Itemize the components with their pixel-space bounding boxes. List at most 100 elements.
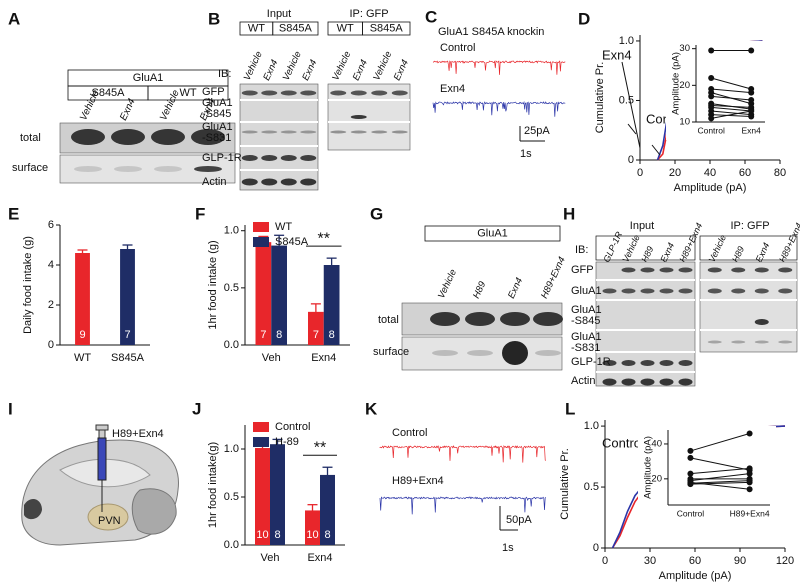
trace [432, 60, 566, 75]
legend-swatch [253, 222, 269, 232]
bar [255, 242, 272, 345]
pair-point [746, 430, 753, 437]
y-tick-label: 20 [679, 80, 690, 91]
band [261, 178, 278, 186]
group-label: S845A [91, 87, 125, 99]
pair-line [690, 480, 750, 484]
band [371, 130, 388, 134]
band [330, 90, 347, 96]
lane-label: Vehicle [158, 88, 182, 122]
y-tick-label: 1.0 [619, 35, 634, 47]
group-title: Input [630, 220, 654, 232]
band [241, 178, 258, 186]
y-tick-label: 0 [593, 542, 599, 554]
group-title: IP: GFP [730, 220, 769, 232]
group-label: S845A [279, 22, 313, 34]
band [71, 129, 105, 145]
lane-label: H89 [639, 245, 655, 264]
panel-letter: G [370, 204, 383, 223]
bar [323, 265, 340, 345]
trace [432, 100, 566, 117]
lane-label: Vehicle [707, 233, 728, 264]
y-tick-label: 0 [48, 339, 54, 351]
pair-point [748, 113, 755, 120]
x-axis-label: Amplitude (pA) [659, 570, 732, 582]
lane-label: H89+Exn4 [777, 221, 800, 264]
group-label: S845A [370, 22, 404, 34]
y-tick-label: 0.5 [224, 491, 239, 503]
header-box [272, 21, 319, 36]
scale-label: 50pA [506, 514, 532, 526]
pair-line [690, 467, 750, 475]
band [467, 350, 493, 356]
lane-box [699, 235, 798, 261]
band [465, 312, 495, 326]
group-label: WT [179, 87, 196, 99]
lane-label: Exn4 [351, 58, 370, 82]
y-tick-label: 20 [651, 473, 662, 484]
lane-label: Exn4 [392, 58, 411, 82]
group-title: IP: GFP [349, 8, 388, 20]
pair-line [711, 110, 752, 116]
band [502, 341, 528, 365]
band [533, 312, 563, 326]
lane-label: Exn4 [506, 276, 525, 300]
inset-category: Control [697, 125, 725, 135]
pair-line [690, 473, 750, 482]
band [707, 288, 722, 294]
pointer [627, 123, 637, 135]
band [111, 129, 145, 145]
band [731, 288, 746, 294]
legend-swatch [253, 422, 269, 432]
y-axis-label: 1hr food intake (g) [207, 240, 219, 329]
band [640, 267, 655, 273]
row-label: GluA1 [202, 97, 233, 109]
y-axis-label: Amplitude (pA) [671, 52, 682, 115]
y-tick-label: 10 [679, 117, 690, 128]
panel-letter: H [563, 204, 575, 223]
pair-point [687, 470, 694, 477]
x-tick-label: 40 [704, 167, 716, 179]
band [280, 90, 297, 96]
pair-point [746, 470, 753, 477]
band [371, 90, 388, 96]
pair-point [748, 47, 755, 54]
pair-point [748, 108, 755, 114]
band [602, 378, 617, 386]
header-box [147, 85, 229, 101]
band [678, 288, 693, 294]
trace [379, 496, 547, 515]
row-label: -S831 [571, 342, 600, 354]
curve-label: Control [602, 435, 644, 450]
band [621, 378, 636, 386]
pair-point [746, 477, 753, 484]
n-label: 8 [329, 329, 335, 341]
band [535, 350, 561, 356]
x-tick-label: 0 [637, 167, 643, 179]
group-title: Input [267, 8, 291, 20]
x-tick-label: 30 [644, 555, 656, 567]
band [350, 90, 367, 96]
band [300, 155, 317, 161]
scale-label: 25pA [524, 125, 550, 137]
band [391, 90, 408, 96]
row-label: Actin [202, 176, 226, 188]
pair-line [711, 88, 752, 94]
panel-letter: D [578, 9, 590, 28]
band [261, 130, 278, 134]
row-label: -S845 [571, 315, 600, 327]
n-label: 10 [256, 529, 268, 541]
trace-label: Exn4 [440, 83, 465, 95]
y-tick-label: 6 [48, 219, 54, 231]
pair-point [687, 480, 694, 487]
band [241, 155, 258, 161]
bar [271, 245, 287, 345]
y-tick-label: 4 [48, 259, 54, 271]
row-label: total [378, 314, 399, 326]
pair-point [687, 447, 694, 454]
row-label: -S831 [202, 132, 231, 144]
band [350, 115, 367, 119]
band [432, 350, 458, 356]
header-label: GluA1 [133, 72, 164, 84]
